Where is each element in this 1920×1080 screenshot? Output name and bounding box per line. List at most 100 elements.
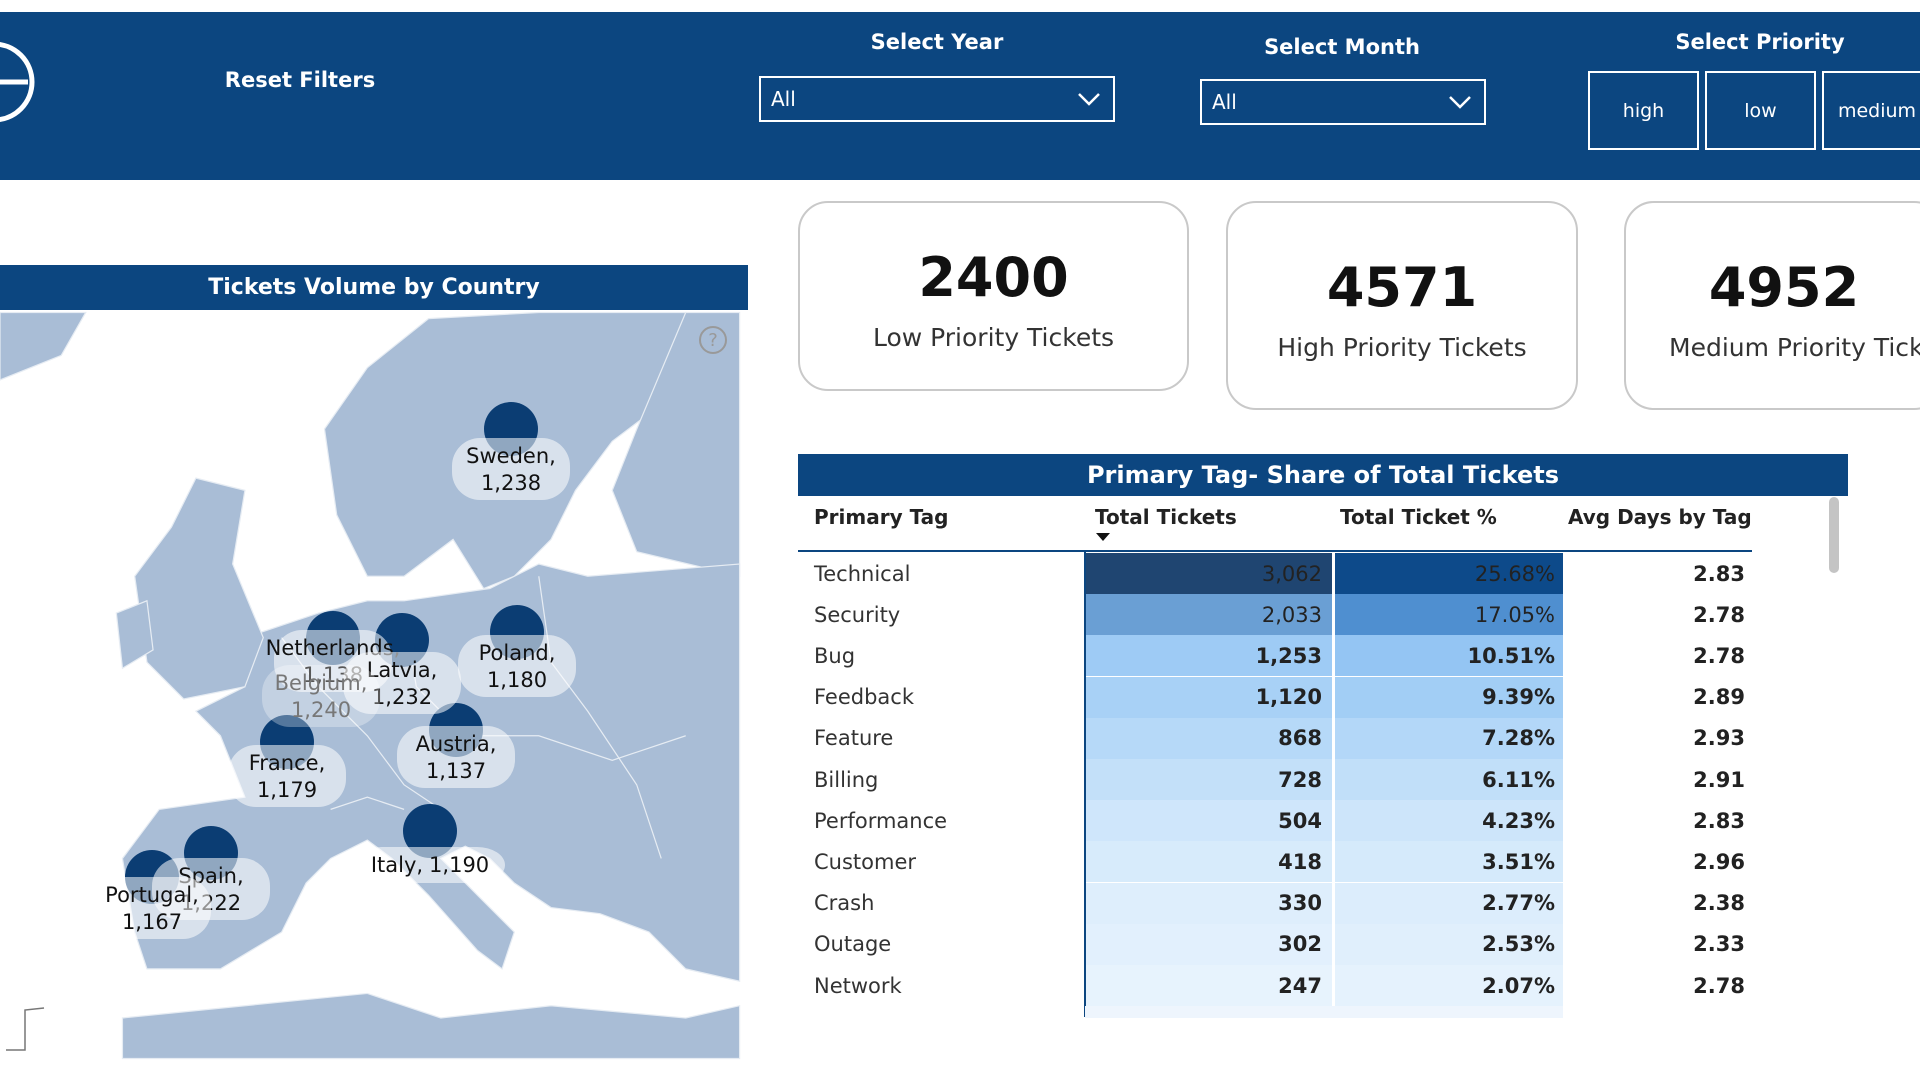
avg-cell: 2.89 [1693,685,1745,710]
tag-cell: Security [814,602,901,627]
column-divider [1084,551,1086,1017]
country-name: Italy, [371,853,423,877]
tag-cell: Customer [814,849,917,874]
total-cell: 3,062 [1085,553,1332,594]
kpi-value: 4571 [1326,256,1478,319]
country-name: Austria, [416,732,497,756]
tag-cell: Bug [814,643,856,668]
avg-cell: 2.83 [1693,808,1745,833]
total-cell: 330 [1085,882,1332,924]
priority-button[interactable]: low [1705,71,1816,150]
total-cell: 2,033 [1085,594,1332,636]
avg-cell: 2.93 [1693,726,1745,751]
total-cell: 728 [1085,759,1332,800]
help-icon[interactable] [699,326,727,354]
pct-cell: 7.28% [1335,717,1563,759]
avg-cell: 2.78 [1693,602,1745,627]
table-title: Primary Tag- Share of Total Tickets [798,454,1848,496]
total-cell: 504 [1085,800,1332,842]
header-line [798,550,1752,552]
country-label: Italy, 1,190 [371,853,489,877]
country-name: Belgium, [275,671,368,695]
avg-cell: 2.38 [1693,891,1745,916]
label-pill [355,847,505,883]
map-title: Tickets Volume by Country [0,265,748,310]
avg-cell: 2.78 [1693,973,1745,998]
month-dropdown[interactable]: All [1200,79,1486,125]
avg-cell: 2.33 [1693,932,1745,957]
pct-cell: 2.53% [1335,923,1563,965]
country-bubble [403,804,457,858]
help-text: ? [708,330,718,351]
kpi-label: High Priority Tickets [1277,333,1527,362]
month-value: All [1212,90,1237,114]
total-cell: 247 [1085,965,1332,1006]
year-label: Select Year [870,30,1004,54]
scale-icon [6,1007,45,1051]
label-pill [228,745,346,807]
country-value: 1,232 [372,685,432,709]
table-header: Avg Days by Tag [1568,505,1752,529]
country-name: Poland, [479,641,556,665]
country-value: 1,238 [481,471,541,495]
month-label: Select Month [1264,35,1420,59]
reset-icon[interactable] [0,40,50,130]
table-fade [1085,1006,1563,1019]
tag-cell: Performance [814,808,948,833]
country-value: 1,180 [487,668,547,692]
label-pill [397,726,515,788]
tag-cell: Feedback [814,685,915,710]
avg-cell: 2.78 [1693,643,1745,668]
pct-cell: 6.11% [1335,759,1563,800]
kpi-label: Medium Priority Tickets [1669,333,1920,362]
pct-cell: 4.23% [1335,800,1563,842]
pct-cell: 2.07% [1335,965,1563,1006]
sort-arrow [1096,533,1110,541]
label-pill [452,438,570,500]
year-value: All [771,87,796,111]
tag-cell: Outage [814,932,892,957]
avg-cell: 2.91 [1693,767,1745,792]
pct-cell: 25.68% [1335,553,1563,594]
header-bar [0,12,1920,180]
priority-button[interactable]: medium [1822,71,1920,150]
kpi-card [1226,201,1578,410]
tag-cell: Feature [814,726,894,751]
pct-cell: 2.77% [1335,882,1563,924]
pct-cell: 17.05% [1335,594,1563,636]
table-header: Total Ticket % [1340,505,1497,529]
tag-cell: Technical [814,561,911,586]
priority-button[interactable]: high [1588,71,1699,150]
kpi-card [798,201,1189,391]
kpi-card [1624,201,1920,410]
avg-cell: 2.83 [1693,561,1745,586]
label-pill [458,635,576,697]
tag-cell: Crash [814,891,875,916]
total-cell: 868 [1085,717,1332,759]
kpi-label: Low Priority Tickets [872,323,1115,352]
avg-cell: 2.96 [1693,849,1745,874]
tag-cell: Network [814,973,902,998]
pct-cell: 9.39% [1335,676,1563,718]
total-cell: 1,253 [1085,635,1332,677]
total-cell: 418 [1085,841,1332,883]
label-pill [93,877,211,939]
reset-filters[interactable]: Reset Filters [224,68,376,92]
country-name: Latvia, [367,658,438,682]
table-header: Primary Tag [814,505,949,529]
label-pill [343,652,461,714]
country-value: 1,190 [429,853,489,877]
scrollbar [1829,497,1839,573]
country-value: 1,179 [257,778,317,802]
total-cell: 1,120 [1085,676,1332,718]
country-name: Sweden, [466,444,556,468]
label-pill [262,665,380,727]
year-dropdown[interactable]: All [759,76,1115,122]
country-value: 1,167 [122,910,182,934]
country-name: Portugal, [105,883,199,907]
table-header: Total Tickets [1095,505,1237,529]
pct-cell: 10.51% [1335,635,1563,677]
kpi-value: 2400 [918,246,1069,309]
